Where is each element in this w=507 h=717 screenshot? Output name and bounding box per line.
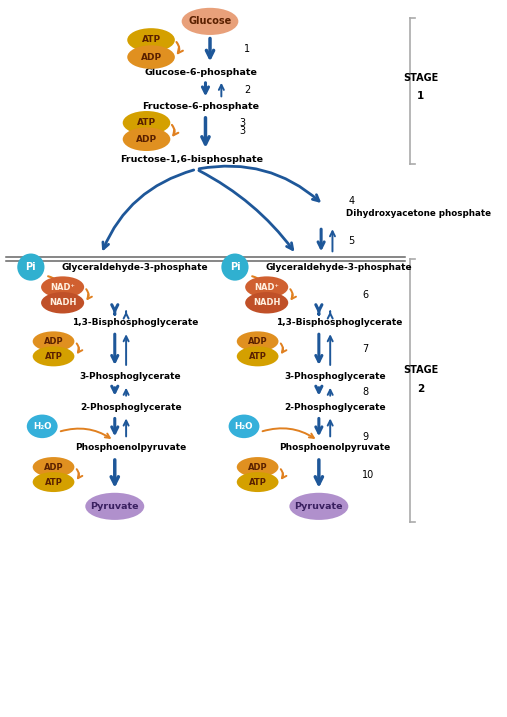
Ellipse shape — [17, 254, 45, 280]
Text: ADP: ADP — [44, 337, 63, 346]
Text: ADP: ADP — [44, 462, 63, 472]
Text: NAD⁺: NAD⁺ — [50, 282, 75, 292]
Text: Pi: Pi — [230, 262, 240, 272]
Ellipse shape — [127, 45, 175, 69]
Text: 2: 2 — [244, 85, 250, 95]
Text: Pyruvate: Pyruvate — [91, 502, 139, 511]
Text: 3: 3 — [239, 126, 245, 136]
Text: 5: 5 — [348, 237, 354, 247]
Ellipse shape — [123, 128, 170, 151]
Ellipse shape — [237, 457, 278, 477]
Text: 2-Phosphoglycerate: 2-Phosphoglycerate — [284, 402, 385, 412]
Text: 3-Phosphoglycerate: 3-Phosphoglycerate — [284, 372, 385, 381]
Ellipse shape — [222, 254, 248, 280]
Ellipse shape — [245, 276, 288, 298]
Text: Glyceraldehyde-3-phosphate: Glyceraldehyde-3-phosphate — [266, 262, 413, 272]
Text: Dihydroxyacetone phosphate: Dihydroxyacetone phosphate — [346, 209, 491, 218]
Ellipse shape — [41, 276, 84, 298]
Text: Pyruvate: Pyruvate — [295, 502, 343, 511]
Text: Glucose-6-phosphate: Glucose-6-phosphate — [144, 68, 258, 77]
Text: Pi: Pi — [25, 262, 36, 272]
Text: Glucose: Glucose — [189, 16, 232, 27]
Text: NADH: NADH — [253, 298, 280, 308]
Text: NADH: NADH — [49, 298, 76, 308]
Text: ATP: ATP — [45, 352, 62, 361]
Text: Glyceraldehyde-3-phosphate: Glyceraldehyde-3-phosphate — [62, 262, 208, 272]
Text: ATP: ATP — [249, 352, 267, 361]
Ellipse shape — [182, 8, 238, 35]
Ellipse shape — [85, 493, 144, 520]
Text: 10: 10 — [362, 470, 374, 480]
Ellipse shape — [27, 414, 58, 438]
Text: 1,3-Bisphosphoglycerate: 1,3-Bisphosphoglycerate — [276, 318, 403, 327]
Ellipse shape — [237, 331, 278, 351]
Text: ADP: ADP — [136, 135, 157, 143]
Text: H₂O: H₂O — [235, 422, 254, 431]
Text: ADP: ADP — [248, 337, 268, 346]
Text: 3: 3 — [239, 118, 245, 128]
Text: STAGE: STAGE — [403, 73, 439, 82]
Ellipse shape — [32, 346, 75, 366]
Text: Fructose-6-phosphate: Fructose-6-phosphate — [142, 102, 260, 111]
Ellipse shape — [237, 346, 278, 366]
Text: ADP: ADP — [140, 52, 162, 62]
Ellipse shape — [229, 414, 260, 438]
Text: STAGE: STAGE — [403, 365, 439, 375]
Text: ATP: ATP — [141, 35, 161, 44]
Text: Phosphoenolpyruvate: Phosphoenolpyruvate — [75, 443, 186, 452]
Text: Fructose-1,6-bisphosphate: Fructose-1,6-bisphosphate — [120, 156, 263, 164]
Text: 2-Phosphoglycerate: 2-Phosphoglycerate — [80, 402, 182, 412]
Text: 8: 8 — [362, 386, 368, 397]
Text: H₂O: H₂O — [33, 422, 52, 431]
Ellipse shape — [237, 472, 278, 492]
Text: Phosphoenolpyruvate: Phosphoenolpyruvate — [279, 443, 390, 452]
Text: 9: 9 — [362, 432, 368, 442]
Text: 2: 2 — [417, 384, 424, 394]
Ellipse shape — [32, 472, 75, 492]
Text: 4: 4 — [348, 196, 354, 206]
Ellipse shape — [245, 292, 288, 313]
Text: 1: 1 — [244, 44, 250, 54]
Ellipse shape — [289, 493, 348, 520]
Text: 1,3-Bisphosphoglycerate: 1,3-Bisphosphoglycerate — [72, 318, 198, 327]
Text: 7: 7 — [362, 344, 368, 354]
Text: 3-Phosphoglycerate: 3-Phosphoglycerate — [80, 372, 182, 381]
Ellipse shape — [32, 457, 75, 477]
Ellipse shape — [41, 292, 84, 313]
Text: ATP: ATP — [249, 478, 267, 487]
Text: NAD⁺: NAD⁺ — [255, 282, 279, 292]
Ellipse shape — [123, 111, 170, 135]
Text: ATP: ATP — [45, 478, 62, 487]
Ellipse shape — [32, 331, 75, 351]
Text: 1: 1 — [417, 91, 424, 101]
Text: ATP: ATP — [137, 118, 156, 128]
Text: ADP: ADP — [248, 462, 268, 472]
Ellipse shape — [127, 28, 175, 52]
Text: 6: 6 — [362, 290, 368, 300]
